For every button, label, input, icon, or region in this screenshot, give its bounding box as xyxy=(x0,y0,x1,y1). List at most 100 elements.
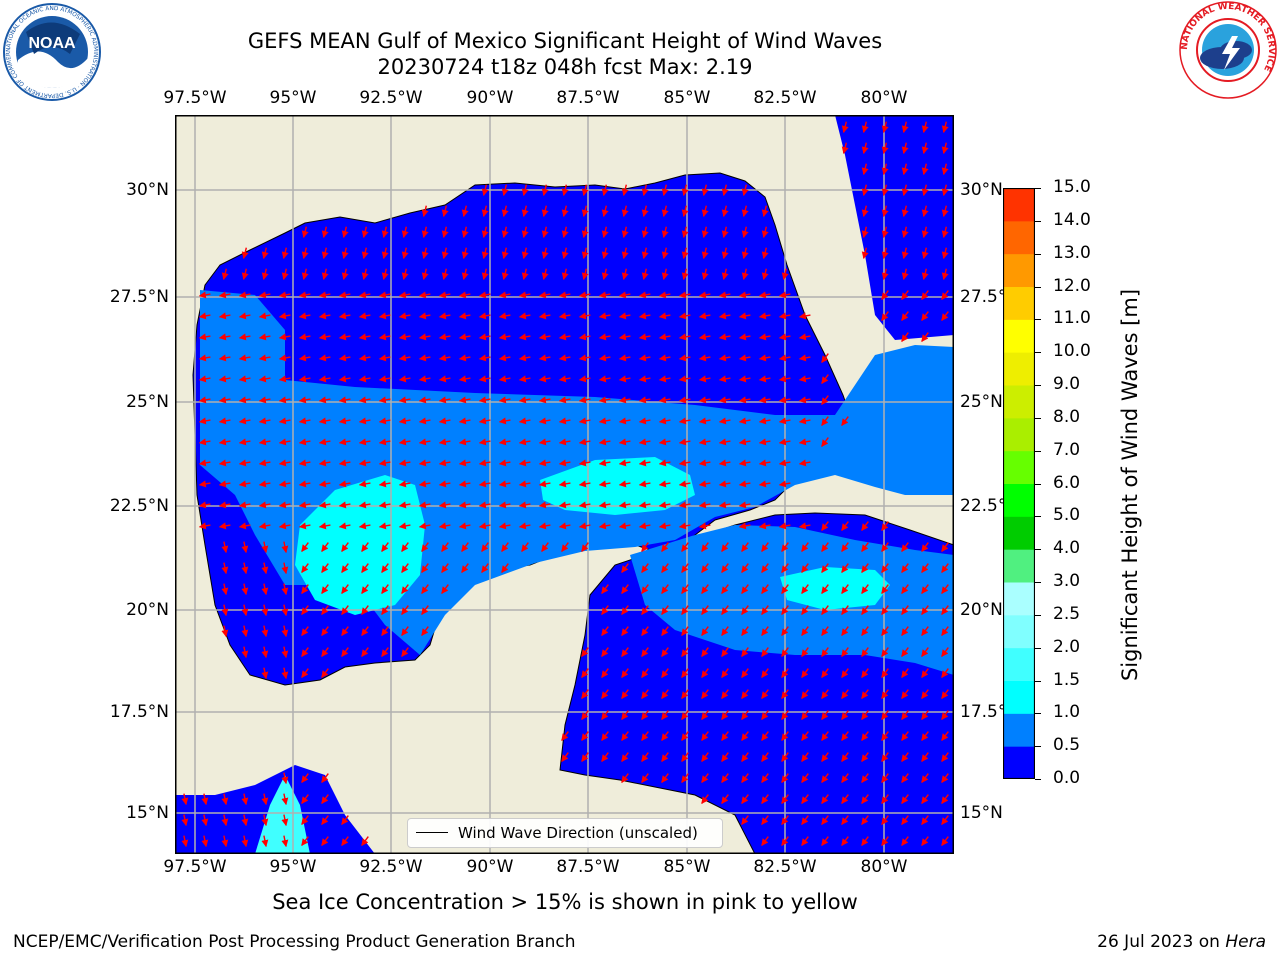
wind-wave-arrow xyxy=(681,226,689,239)
wind-wave-arrow xyxy=(718,291,731,299)
wind-wave-arrow xyxy=(521,247,529,260)
wind-wave-arrow xyxy=(901,752,909,762)
wind-wave-arrow xyxy=(681,184,689,197)
lon-tick-bottom-97-5: 97.5°W xyxy=(163,857,227,877)
wind-wave-arrow xyxy=(541,226,549,239)
wind-wave-arrow xyxy=(501,226,509,239)
wind-wave-arrow xyxy=(781,584,789,594)
wind-wave-arrow xyxy=(358,396,371,404)
wind-wave-arrow xyxy=(438,312,451,320)
wind-wave-arrow xyxy=(281,646,289,659)
wind-wave-arrow xyxy=(701,542,709,552)
wind-wave-arrow xyxy=(778,396,791,404)
wind-wave-arrow xyxy=(338,396,351,404)
wind-wave-arrow xyxy=(261,646,269,659)
wind-wave-arrow xyxy=(361,268,369,281)
wind-wave-arrow xyxy=(338,501,351,509)
wind-wave-arrow xyxy=(181,835,189,848)
lon-tick-bottom-85: 85°W xyxy=(663,857,711,877)
wind-wave-arrow xyxy=(258,396,271,404)
wind-wave-arrow xyxy=(598,396,611,404)
wind-wave-arrow xyxy=(941,121,949,134)
wind-wave-arrow xyxy=(238,480,251,488)
wind-wave-arrow xyxy=(438,501,451,509)
wind-wave-arrow xyxy=(481,268,489,281)
wind-wave-arrow xyxy=(441,563,449,573)
wind-wave-arrow xyxy=(458,501,471,509)
colorbar-tick-mark xyxy=(1035,319,1041,321)
wind-wave-arrow xyxy=(801,794,809,804)
wind-wave-arrow xyxy=(318,312,331,320)
colorbar-segment xyxy=(1003,450,1035,484)
wind-wave-arrow xyxy=(278,480,291,488)
wind-wave-arrow xyxy=(318,480,331,488)
wind-wave-arrow xyxy=(338,459,351,467)
wind-wave-arrow xyxy=(761,226,769,239)
wind-wave-arrow xyxy=(618,291,631,299)
wind-wave-arrow xyxy=(881,121,889,134)
wind-wave-arrow xyxy=(641,605,649,615)
wind-wave-arrow xyxy=(618,480,631,488)
wind-wave-arrow xyxy=(821,563,829,573)
footer-branch: NCEP/EMC/Verification Post Processing Pr… xyxy=(13,932,576,952)
wind-wave-arrow xyxy=(641,268,649,281)
wind-wave-arrow xyxy=(821,731,829,741)
wind-wave-arrow xyxy=(801,542,809,552)
wind-wave-arrow xyxy=(358,333,371,341)
wind-wave-arrow xyxy=(841,542,849,552)
wind-wave-arrow xyxy=(321,794,329,804)
wind-wave-arrow xyxy=(438,459,451,467)
wind-wave-arrow xyxy=(481,563,489,573)
colorbar-tick-label: 1.5 xyxy=(1053,669,1081,690)
wind-wave-arrow xyxy=(578,501,591,509)
wind-wave-arrow xyxy=(821,626,829,636)
wind-wave-arrow xyxy=(221,814,229,827)
wind-wave-arrow xyxy=(881,626,889,636)
wind-wave-arrow xyxy=(241,583,249,596)
map-legend: Wind Wave Direction (unscaled) xyxy=(407,818,723,848)
wind-wave-arrow xyxy=(901,184,909,197)
wind-wave-arrow xyxy=(498,417,511,425)
wind-wave-arrow xyxy=(661,689,669,699)
wind-wave-arrow xyxy=(718,312,731,320)
wind-wave-arrow xyxy=(201,835,209,848)
colorbar-segment xyxy=(1003,352,1035,386)
wind-wave-arrow xyxy=(398,459,411,467)
wind-wave-arrow xyxy=(538,480,551,488)
wind-wave-arrow xyxy=(678,354,691,362)
wind-wave-arrow xyxy=(361,836,369,846)
wind-wave-arrow xyxy=(381,626,389,636)
wind-wave-arrow xyxy=(481,226,489,239)
wind-wave-arrow xyxy=(358,501,371,509)
wind-wave-arrow xyxy=(781,836,789,846)
wind-wave-arrow xyxy=(301,247,309,260)
lon-tick-bottom-95: 95°W xyxy=(269,857,317,877)
wind-wave-arrow xyxy=(658,396,671,404)
wind-wave-arrow xyxy=(598,480,611,488)
wind-wave-arrow xyxy=(921,311,929,321)
wind-wave-arrow xyxy=(418,291,431,299)
wind-wave-arrow xyxy=(581,268,589,281)
wind-wave-arrow xyxy=(638,375,651,383)
wind-wave-arrow xyxy=(281,268,289,281)
wind-wave-arrow xyxy=(198,333,211,341)
wind-wave-arrow xyxy=(881,668,889,678)
wind-wave-arrow xyxy=(358,291,371,299)
wind-wave-arrow xyxy=(601,205,609,218)
wind-wave-arrow xyxy=(278,354,291,362)
wind-wave-arrow xyxy=(681,773,689,783)
lat-tick-right-15: 15°N xyxy=(960,803,1003,823)
wind-wave-arrow xyxy=(181,814,189,827)
wind-wave-arrow xyxy=(301,226,309,239)
wind-wave-arrow xyxy=(578,480,591,488)
wind-wave-arrow xyxy=(901,563,909,573)
wind-wave-arrow xyxy=(381,563,389,573)
wind-wave-arrow xyxy=(661,184,669,197)
wind-wave-arrow xyxy=(821,836,829,846)
wind-wave-arrow xyxy=(581,647,589,657)
wind-wave-arrow xyxy=(458,354,471,362)
wind-wave-arrow xyxy=(378,417,391,425)
wind-wave-arrow xyxy=(781,731,789,741)
wind-wave-arrow xyxy=(238,291,251,299)
wind-wave-arrow xyxy=(378,291,391,299)
